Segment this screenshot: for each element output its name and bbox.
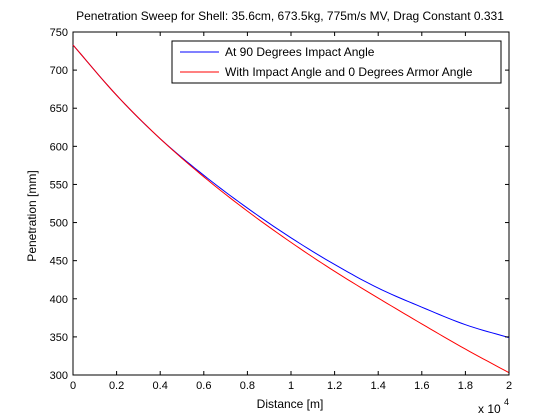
x-tick-label: 1.4 xyxy=(371,380,386,392)
x-tick-label: 0.6 xyxy=(196,380,211,392)
chart-title: Penetration Sweep for Shell: 35.6cm, 673… xyxy=(76,9,504,23)
y-axis-label: Penetration [mm] xyxy=(25,170,39,261)
series-layer xyxy=(72,44,510,374)
legend-entry-2: With Impact Angle and 0 Degrees Armor An… xyxy=(180,65,473,79)
x-axis-label: Distance [m] xyxy=(257,397,324,411)
y-tick-label: 400 xyxy=(50,294,68,306)
x-tick-label: 0.2 xyxy=(109,380,124,392)
x-axis-exponent-base: x 10 xyxy=(478,402,501,416)
y-tick-label: 700 xyxy=(50,65,68,77)
y-tick-label: 300 xyxy=(50,370,68,382)
y-tick-label: 550 xyxy=(50,179,68,191)
legend-label: With Impact Angle and 0 Degrees Armor An… xyxy=(225,65,473,79)
y-tick-label: 650 xyxy=(50,103,68,115)
legend-label: At 90 Degrees Impact Angle xyxy=(225,45,375,59)
y-tick-label: 350 xyxy=(50,332,68,344)
legend-entry-1: At 90 Degrees Impact Angle xyxy=(180,45,375,59)
x-axis-exponent-power: 4 xyxy=(504,397,509,407)
y-tick-label: 450 xyxy=(50,256,68,268)
y-tick-label: 500 xyxy=(50,218,68,230)
x-tick-label: 1.8 xyxy=(458,380,473,392)
x-axis-exponent: x 10 4 xyxy=(478,397,509,416)
legend[interactable]: At 90 Degrees Impact Angle With Impact An… xyxy=(171,40,502,84)
x-tick-label: 0 xyxy=(70,380,76,392)
series-line-2 xyxy=(72,44,510,374)
y-axis: 300 350 400 450 500 550 600 650 700 750 xyxy=(50,27,509,382)
plot-area xyxy=(72,31,510,376)
y-tick-label: 750 xyxy=(50,27,68,39)
x-axis: 0 0.2 0.4 0.6 0.8 1 1.2 1.4 1.6 1.8 2 xyxy=(70,32,512,392)
x-tick-label: 0.4 xyxy=(153,380,168,392)
x-tick-label: 1.6 xyxy=(414,380,429,392)
x-tick-label: 1.2 xyxy=(327,380,342,392)
x-tick-label: 1 xyxy=(288,380,294,392)
legend-box xyxy=(171,40,502,84)
y-tick-label: 600 xyxy=(50,141,68,153)
x-tick-label: 2 xyxy=(506,380,512,392)
x-tick-label: 0.8 xyxy=(240,380,255,392)
